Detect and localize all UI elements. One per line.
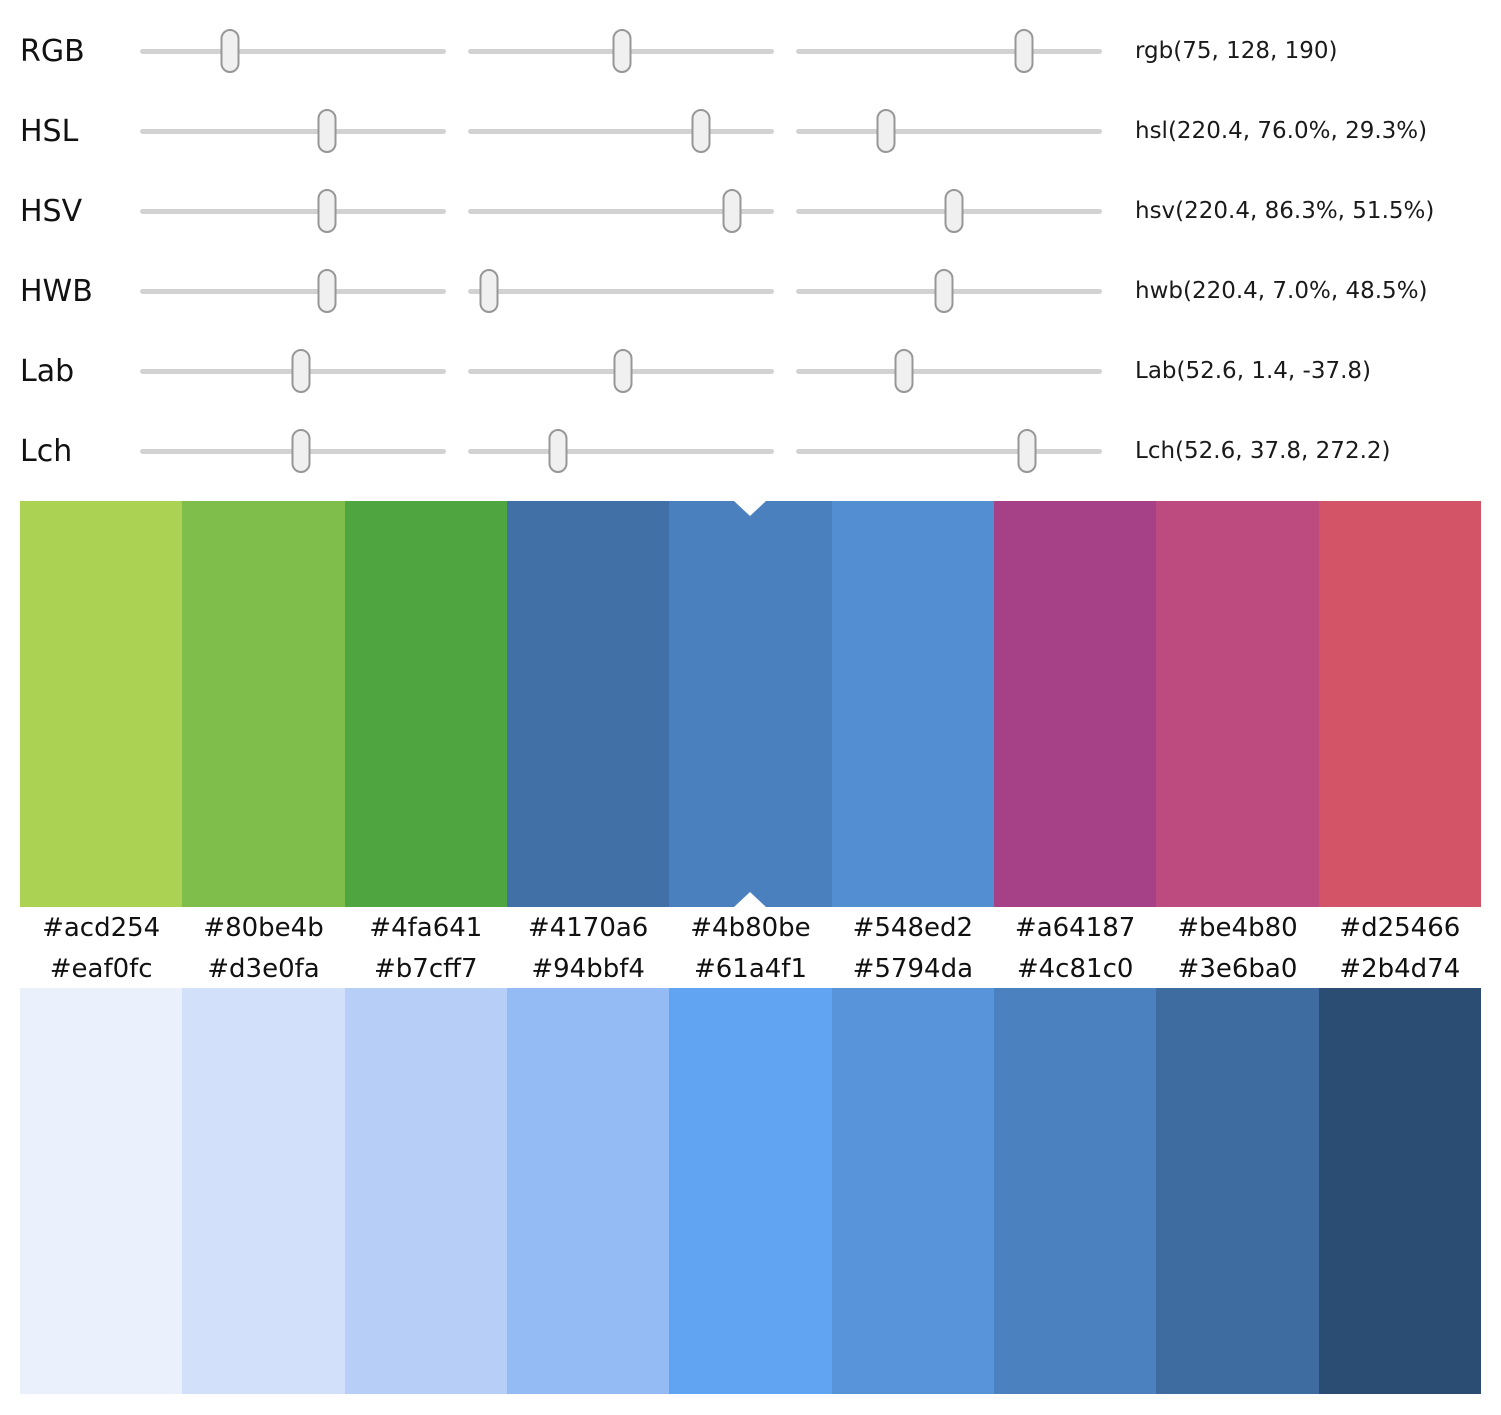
colorspace-label: Lab	[20, 353, 75, 389]
selected-swatch-marker-bottom-icon	[734, 892, 767, 907]
hex-code-label: #5794da	[852, 953, 973, 984]
harmony_band-swatch-9[interactable]	[1318, 501, 1481, 907]
slider-thumb-hsl-1[interactable]	[317, 109, 337, 153]
shades-swatch-band	[20, 988, 1481, 1394]
slider-thumb-rgb-1[interactable]	[220, 29, 240, 73]
color-value-label: rgb(75, 128, 190)	[1135, 38, 1338, 64]
slider-track-hwb-3[interactable]	[796, 269, 1102, 313]
selected-swatch-marker-top-icon	[734, 501, 767, 516]
palette-panel: #acd254 #80be4b #4fa641 #4170a6 #4b80be …	[20, 501, 1481, 1394]
slider-track-hsl-1[interactable]	[140, 109, 446, 153]
shades_band-swatch-7[interactable]	[993, 988, 1157, 1394]
slider-track-lch-1[interactable]	[140, 429, 446, 473]
colorspace-label: HWB	[20, 273, 93, 309]
slider-track-hsl-2[interactable]	[468, 109, 774, 153]
shades_band-swatch-1[interactable]	[20, 988, 183, 1394]
slider-thumb-rgb-2[interactable]	[612, 29, 632, 73]
harmony_band-swatch-4[interactable]	[506, 501, 670, 907]
hex-code-label: #d25466	[1339, 913, 1461, 943]
slider-track-rgb-2[interactable]	[468, 29, 774, 73]
slider-track-hsl-3[interactable]	[796, 109, 1102, 153]
hex-code-label: #a64187	[1014, 913, 1136, 943]
hex-code-label: #61a4f1	[693, 953, 807, 984]
slider-track-lch-2[interactable]	[468, 429, 774, 473]
slider-track-lab-2[interactable]	[468, 349, 774, 393]
hex-code-label: #b7cff7	[374, 953, 478, 984]
slider-thumb-hsl-2[interactable]	[691, 109, 711, 153]
hex-code-label: #acd254	[42, 913, 161, 943]
slider-thumb-lab-3[interactable]	[894, 349, 914, 393]
hex-code-label: #eaf0fc	[49, 953, 153, 984]
slider-row: Lab Lab(52.6, 1.4, -37.8)	[20, 331, 1501, 411]
slider-row: HWB hwb(220.4, 7.0%, 48.5%)	[20, 251, 1501, 331]
shades-hex-row: #eaf0fc #d3e0fa #b7cff7 #94bbf4 #61a4f1 …	[20, 949, 1481, 988]
slider-panel: RGB rgb(75, 128, 190) HSL hsl(220.4, 76.…	[0, 0, 1501, 491]
shades_band-swatch-9[interactable]	[1318, 988, 1481, 1394]
color-value-label: Lch(52.6, 37.8, 272.2)	[1135, 438, 1391, 464]
hex-code-label: #4c81c0	[1016, 953, 1134, 984]
slider-row: RGB rgb(75, 128, 190)	[20, 11, 1501, 91]
slider-thumb-lch-3[interactable]	[1017, 429, 1037, 473]
hex-code-label: #3e6ba0	[1177, 953, 1298, 984]
harmony_band-swatch-2[interactable]	[182, 501, 345, 907]
colorspace-label: HSV	[20, 193, 83, 229]
harmony_band-swatch-1[interactable]	[20, 501, 183, 907]
harmony_band-swatch-3[interactable]	[344, 501, 507, 907]
hex-code-label: #4fa641	[369, 913, 483, 943]
slider-row: HSL hsl(220.4, 76.0%, 29.3%)	[20, 91, 1501, 171]
shades_band-swatch-5[interactable]	[669, 988, 832, 1394]
slider-thumb-hwb-2[interactable]	[479, 269, 499, 313]
harmony_band-swatch-5[interactable]	[669, 501, 832, 907]
hex-code-label: #94bbf4	[531, 953, 645, 984]
hex-code-label: #4170a6	[527, 913, 649, 943]
harmony-swatch-band	[20, 501, 1481, 907]
slider-thumb-lab-1[interactable]	[291, 349, 311, 393]
colorspace-label: HSL	[20, 113, 79, 149]
slider-thumb-hsv-3[interactable]	[944, 189, 964, 233]
slider-track-hwb-2[interactable]	[468, 269, 774, 313]
colorspace-label: Lch	[20, 433, 73, 469]
color-value-label: hsv(220.4, 86.3%, 51.5%)	[1135, 198, 1435, 224]
color-value-label: Lab(52.6, 1.4, -37.8)	[1135, 358, 1371, 384]
colorspace-label: RGB	[20, 33, 85, 69]
slider-track-hsv-2[interactable]	[468, 189, 774, 233]
hex-code-label: #2b4d74	[1339, 953, 1461, 984]
slider-track-rgb-3[interactable]	[796, 29, 1102, 73]
slider-track-hsv-3[interactable]	[796, 189, 1102, 233]
hex-code-label: #be4b80	[1177, 913, 1298, 943]
slider-track-lab-3[interactable]	[796, 349, 1102, 393]
harmony_band-swatch-8[interactable]	[1156, 501, 1319, 907]
slider-row: HSV hsv(220.4, 86.3%, 51.5%)	[20, 171, 1501, 251]
slider-thumb-lch-1[interactable]	[291, 429, 311, 473]
slider-track-lab-1[interactable]	[140, 349, 446, 393]
slider-thumb-hsv-1[interactable]	[317, 189, 337, 233]
shades_band-swatch-2[interactable]	[182, 988, 345, 1394]
color-value-label: hwb(220.4, 7.0%, 48.5%)	[1135, 278, 1428, 304]
hex-code-label: #80be4b	[203, 913, 324, 943]
slider-row: Lch Lch(52.6, 37.8, 272.2)	[20, 411, 1501, 491]
slider-track-hwb-1[interactable]	[140, 269, 446, 313]
harmony_band-swatch-7[interactable]	[993, 501, 1157, 907]
slider-track-hsv-1[interactable]	[140, 189, 446, 233]
shades_band-swatch-4[interactable]	[506, 988, 670, 1394]
slider-thumb-hwb-1[interactable]	[317, 269, 337, 313]
hex-code-label: #d3e0fa	[207, 953, 320, 984]
slider-thumb-lch-2[interactable]	[548, 429, 568, 473]
color-value-label: hsl(220.4, 76.0%, 29.3%)	[1135, 118, 1428, 144]
slider-thumb-hwb-3[interactable]	[934, 269, 954, 313]
slider-track-rgb-1[interactable]	[140, 29, 446, 73]
slider-thumb-rgb-3[interactable]	[1014, 29, 1034, 73]
hex-code-label: #548ed2	[852, 913, 974, 943]
harmony-hex-row: #acd254 #80be4b #4fa641 #4170a6 #4b80be …	[20, 907, 1481, 949]
slider-track-lch-3[interactable]	[796, 429, 1102, 473]
slider-thumb-hsv-2[interactable]	[722, 189, 742, 233]
shades_band-swatch-6[interactable]	[831, 988, 994, 1394]
shades_band-swatch-3[interactable]	[344, 988, 507, 1394]
slider-thumb-lab-2[interactable]	[613, 349, 633, 393]
hex-code-label: #4b80be	[690, 913, 811, 943]
shades_band-swatch-8[interactable]	[1156, 988, 1319, 1394]
slider-thumb-hsl-3[interactable]	[876, 109, 896, 153]
harmony_band-swatch-6[interactable]	[831, 501, 994, 907]
